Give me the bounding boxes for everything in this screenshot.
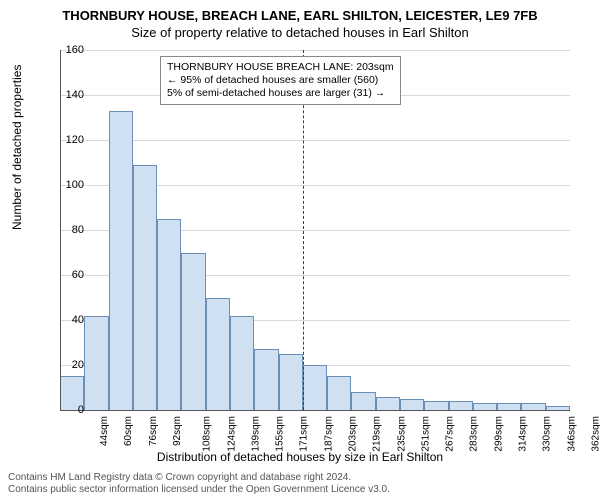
x-tick-label: 44sqm <box>99 416 110 446</box>
y-tick-label: 140 <box>54 89 84 101</box>
annotation-line: ← 95% of detached houses are smaller (56… <box>167 74 394 87</box>
histogram-bar <box>254 349 278 410</box>
histogram-bar <box>303 365 327 410</box>
chart-plot-area: THORNBURY HOUSE BREACH LANE: 203sqm← 95%… <box>60 50 570 410</box>
x-tick-label: 235sqm <box>396 416 407 452</box>
gridline <box>60 50 570 51</box>
x-tick-label: 76sqm <box>148 416 159 446</box>
x-tick-label: 219sqm <box>372 416 383 452</box>
chart-plot: THORNBURY HOUSE BREACH LANE: 203sqm← 95%… <box>60 50 570 410</box>
x-tick-label: 108sqm <box>202 416 213 452</box>
histogram-bar <box>424 401 448 410</box>
x-axis-label: Distribution of detached houses by size … <box>0 450 600 464</box>
chart-title-sub: Size of property relative to detached ho… <box>0 23 600 40</box>
histogram-bar <box>157 219 181 410</box>
x-tick-label: 187sqm <box>323 416 334 452</box>
histogram-bar <box>133 165 157 410</box>
histogram-bar <box>230 316 254 411</box>
y-tick-label: 120 <box>54 134 84 146</box>
y-tick-label: 100 <box>54 179 84 191</box>
x-tick-label: 267sqm <box>445 416 456 452</box>
y-tick-label: 40 <box>54 314 84 326</box>
x-tick-label: 139sqm <box>250 416 261 452</box>
x-axis-line <box>60 410 570 411</box>
footer-line-1: Contains HM Land Registry data © Crown c… <box>8 472 390 484</box>
x-tick-label: 314sqm <box>518 416 529 452</box>
histogram-bar <box>521 403 545 410</box>
x-tick-label: 155sqm <box>275 416 286 452</box>
histogram-bar <box>449 401 473 410</box>
x-tick-label: 362sqm <box>590 416 600 452</box>
annotation-box: THORNBURY HOUSE BREACH LANE: 203sqm← 95%… <box>160 56 401 105</box>
footer-line-2: Contains public sector information licen… <box>8 484 390 496</box>
histogram-bar <box>109 111 133 410</box>
x-tick-label: 124sqm <box>226 416 237 452</box>
x-tick-label: 299sqm <box>493 416 504 452</box>
histogram-bar <box>181 253 205 411</box>
histogram-bar <box>473 403 497 410</box>
histogram-bar <box>327 376 351 410</box>
chart-title-main: THORNBURY HOUSE, BREACH LANE, EARL SHILT… <box>0 0 600 23</box>
x-tick-label: 346sqm <box>566 416 577 452</box>
annotation-line: THORNBURY HOUSE BREACH LANE: 203sqm <box>167 61 394 74</box>
annotation-line: 5% of semi-detached houses are larger (3… <box>167 87 394 100</box>
y-tick-label: 160 <box>54 44 84 56</box>
x-tick-label: 251sqm <box>420 416 431 452</box>
histogram-bar <box>376 397 400 411</box>
histogram-bar <box>279 354 303 410</box>
x-tick-label: 283sqm <box>469 416 480 452</box>
histogram-bar <box>84 316 108 411</box>
y-tick-label: 0 <box>54 404 84 416</box>
gridline <box>60 140 570 141</box>
y-axis-label: Number of detached properties <box>10 65 24 230</box>
histogram-bar <box>206 298 230 411</box>
x-tick-label: 330sqm <box>542 416 553 452</box>
y-tick-label: 60 <box>54 269 84 281</box>
histogram-bar <box>497 403 521 410</box>
histogram-bar <box>400 399 424 410</box>
chart-footer: Contains HM Land Registry data © Crown c… <box>8 472 390 496</box>
y-tick-label: 80 <box>54 224 84 236</box>
x-tick-label: 171sqm <box>299 416 310 452</box>
x-tick-label: 203sqm <box>348 416 359 452</box>
x-tick-label: 92sqm <box>172 416 183 446</box>
histogram-bar <box>351 392 375 410</box>
x-tick-label: 60sqm <box>123 416 134 446</box>
y-tick-label: 20 <box>54 359 84 371</box>
